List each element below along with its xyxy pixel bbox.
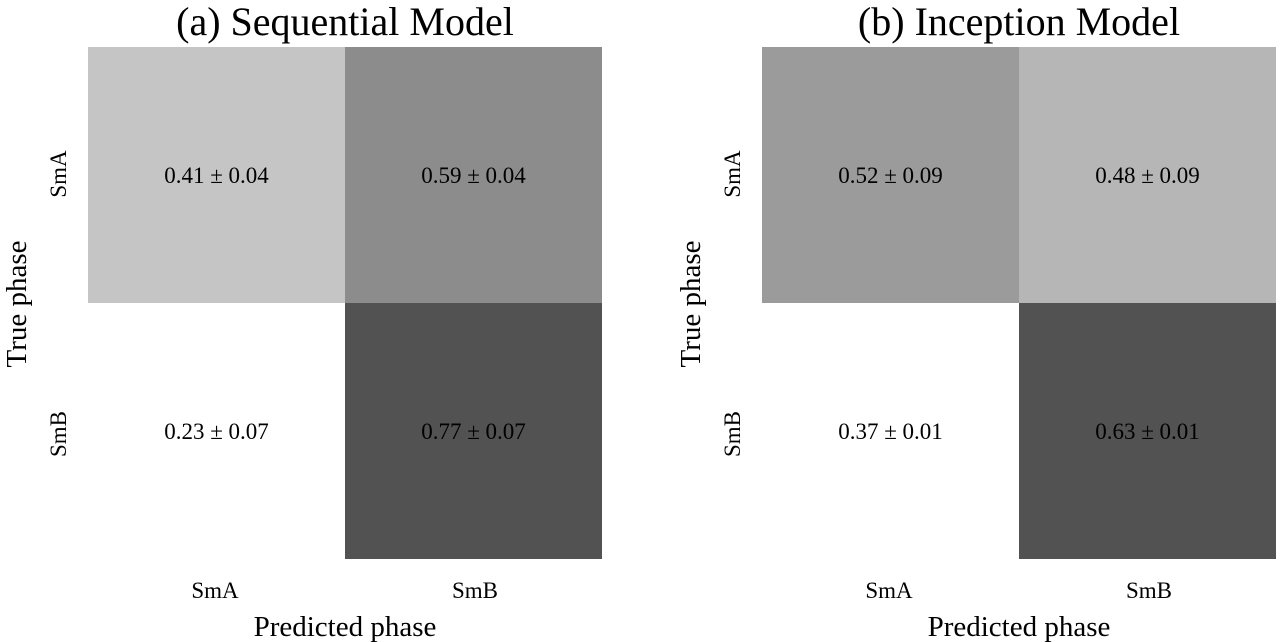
- panel-title: (b) Inception Model: [858, 0, 1180, 44]
- heatmap-cells: [762, 47, 1276, 559]
- panel-sequential-model: (a) Sequential Model 0.41 ± 0.04 0.59 ± 0…: [1, 0, 602, 642]
- heatmap-cell-SmA-SmA: [88, 47, 345, 303]
- y-tick-label-smA: SmA: [46, 150, 71, 198]
- heatmap-cell-SmA-SmA: [762, 47, 1019, 303]
- x-tick-label-smB: SmB: [452, 578, 498, 603]
- x-tick-label-smB: SmB: [1126, 578, 1172, 603]
- y-tick-label-smA: SmA: [720, 150, 745, 198]
- cell-label-SmB-SmB: 0.77 ± 0.07: [421, 419, 526, 444]
- y-axis-label: True phase: [1, 240, 33, 367]
- cell-label-SmA-SmA: 0.41 ± 0.04: [164, 163, 269, 188]
- x-tick-label-smA: SmA: [191, 578, 239, 603]
- y-axis-label: True phase: [675, 240, 707, 367]
- x-axis-label: Predicted phase: [254, 611, 437, 642]
- x-axis-label: Predicted phase: [928, 611, 1111, 642]
- cell-label-SmA-SmA: 0.52 ± 0.09: [838, 163, 943, 188]
- panel-inception-model: (b) Inception Model 0.52 ± 0.09 0.48 ± 0.…: [675, 0, 1276, 642]
- heatmap-cell-SmA-SmB: [345, 47, 602, 303]
- heatmap-cell-SmA-SmB: [1019, 47, 1276, 303]
- heatmap-cells: [88, 47, 602, 559]
- y-tick-label-smB: SmB: [46, 411, 71, 457]
- heatmap-cell-SmB-SmB: [1019, 303, 1276, 559]
- heatmap-cell-SmB-SmA: [762, 303, 1019, 559]
- cell-label-SmA-SmB: 0.48 ± 0.09: [1095, 163, 1200, 188]
- y-tick-label-smB: SmB: [720, 411, 745, 457]
- cell-label-SmB-SmA: 0.37 ± 0.01: [838, 419, 943, 444]
- heatmap-cell-SmB-SmA: [88, 303, 345, 559]
- cell-labels: 0.41 ± 0.04 0.59 ± 0.04 0.23 ± 0.07 0.77 ± …: [164, 163, 526, 444]
- cell-label-SmB-SmB: 0.63 ± 0.01: [1095, 419, 1200, 444]
- cell-labels: 0.52 ± 0.09 0.48 ± 0.09 0.37 ± 0.01 0.63 ± …: [838, 163, 1200, 444]
- panel-title: (a) Sequential Model: [176, 0, 514, 44]
- cell-label-SmA-SmB: 0.59 ± 0.04: [421, 163, 526, 188]
- heatmap-cell-SmB-SmB: [345, 303, 602, 559]
- x-tick-label-smA: SmA: [865, 578, 913, 603]
- cell-label-SmB-SmA: 0.23 ± 0.07: [164, 419, 269, 444]
